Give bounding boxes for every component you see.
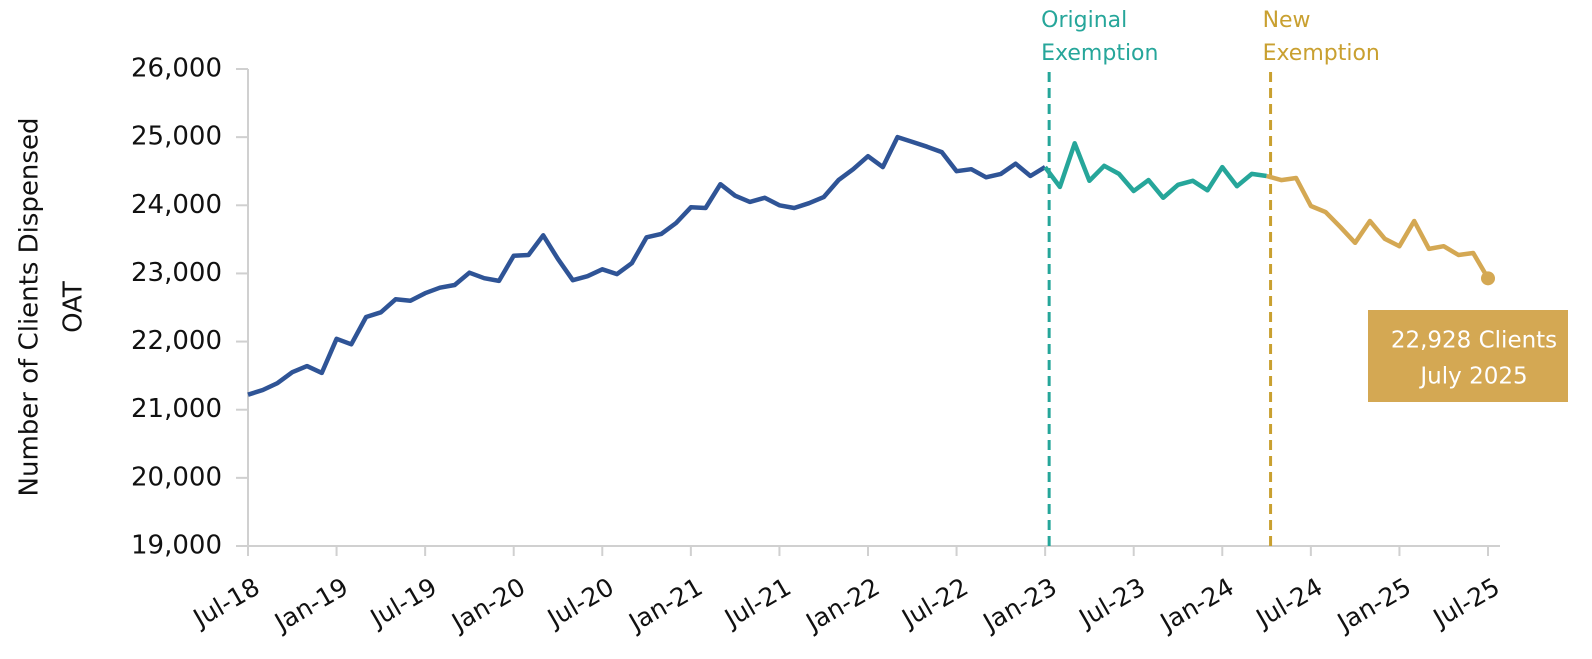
x-tick-label: Jan-24 <box>1154 572 1239 638</box>
x-tick-label: Jan-25 <box>1331 572 1416 638</box>
x-tick-label: Jan-20 <box>445 572 530 638</box>
y-tick-label: 20,000 <box>131 462 222 492</box>
y-tick-label: 19,000 <box>131 531 222 561</box>
x-tick-label: Jul-25 <box>1427 572 1505 634</box>
x-tick-label: Jul-23 <box>1072 572 1150 634</box>
x-tick-label: Jul-22 <box>895 572 973 634</box>
x-tick-label: Jan-23 <box>977 572 1062 638</box>
end-point <box>1481 271 1495 286</box>
y-tick-label: 22,000 <box>131 326 222 356</box>
event-label: New <box>1263 8 1311 33</box>
event-label: Exemption <box>1041 41 1158 66</box>
y-tick-label: 23,000 <box>131 258 222 288</box>
series-line <box>247 134 1047 397</box>
callout-date: July 2025 <box>1418 364 1527 390</box>
y-tick-label: 21,000 <box>131 394 222 424</box>
event-label: Original <box>1041 8 1127 33</box>
callout-value: 22,928 Clients <box>1391 328 1557 354</box>
y-tick-label: 26,000 <box>131 54 222 84</box>
x-tick-label: Jan-22 <box>800 572 885 638</box>
x-tick-label: Jul-19 <box>364 572 442 634</box>
x-tick-label: Jan-19 <box>268 572 353 638</box>
x-tick-label: Jul-21 <box>718 572 796 634</box>
y-axis-label: OAT <box>59 281 89 333</box>
series-line <box>1043 141 1267 201</box>
y-axis-label: Number of Clients Dispensed <box>15 118 45 497</box>
x-tick-label: Jan-21 <box>622 572 707 638</box>
series-line <box>1265 173 1490 280</box>
event-label: Exemption <box>1263 41 1380 66</box>
y-tick-label: 25,000 <box>131 122 222 152</box>
y-tick-label: 24,000 <box>131 190 222 220</box>
x-tick-label: Jul-20 <box>541 572 619 634</box>
x-tick-label: Jul-18 <box>187 572 265 634</box>
callout-box <box>1368 310 1568 402</box>
x-tick-label: Jul-24 <box>1250 572 1328 634</box>
